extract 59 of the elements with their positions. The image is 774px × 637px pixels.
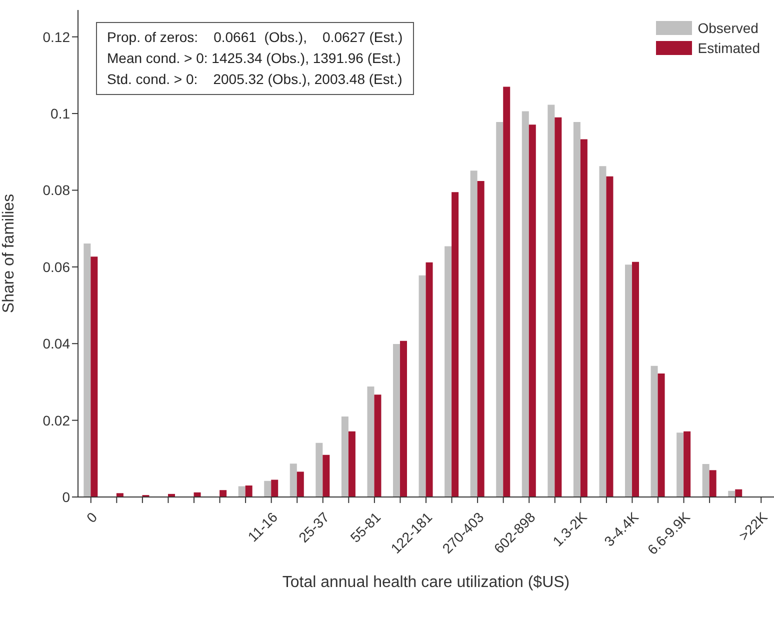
bar [470, 170, 478, 497]
bar [444, 246, 452, 497]
bar [348, 431, 356, 497]
legend-label: Observed [698, 20, 758, 36]
bar [238, 486, 246, 497]
bar [548, 104, 555, 497]
bar [290, 464, 297, 497]
bar [341, 416, 348, 497]
y-tick-label: 0.12 [42, 28, 70, 45]
y-tick-label: 0 [62, 488, 70, 505]
bar [322, 454, 330, 497]
bar [650, 366, 658, 497]
bar [393, 344, 400, 497]
y-tick-label: 0.06 [42, 258, 70, 275]
bar [522, 111, 529, 497]
bar [477, 181, 484, 497]
y-tick-label: 0.1 [50, 106, 70, 122]
bar [676, 432, 684, 497]
bar [625, 264, 632, 497]
bar [658, 374, 665, 497]
x-tick-label: 0 [83, 508, 100, 526]
bar [90, 256, 98, 497]
bar [709, 470, 716, 497]
bar [728, 490, 736, 497]
bar [452, 192, 459, 497]
bar [316, 442, 323, 497]
y-tick-label: 0.02 [42, 412, 70, 428]
bar [374, 394, 382, 497]
bar [599, 166, 606, 497]
bar [606, 176, 614, 497]
annotation: Prop. of zeros: 0.0661 (Obs.), 0.0627 (Est.) [107, 28, 403, 47]
bar [271, 480, 278, 497]
legend-label: Estimated [698, 40, 760, 56]
bar [220, 490, 227, 497]
y-tick-label: 0.08 [42, 182, 70, 198]
bar [367, 386, 374, 497]
bar [245, 485, 252, 497]
bar [684, 431, 691, 497]
bar [528, 124, 536, 497]
bar [418, 275, 426, 497]
bar [735, 489, 742, 497]
x-axis-title: Total annual health care utilization ($US) [282, 574, 570, 591]
annotation: Std. cond. > 0: 2005.32 (Obs.), 2003.48 (Est.) [107, 70, 403, 89]
annotation: Mean cond. > 0: 1425.34 (Obs.), 1391.96 (Est.) [107, 49, 402, 68]
bar [116, 493, 124, 497]
bar [400, 340, 408, 497]
bar [554, 117, 562, 497]
bar [632, 262, 640, 497]
bar [573, 122, 580, 497]
bar [84, 244, 91, 497]
bar [426, 262, 433, 497]
y-tick-label: 0.04 [42, 336, 70, 352]
bar [496, 122, 504, 497]
bar [580, 139, 588, 497]
bar [296, 472, 304, 497]
bar [503, 86, 510, 497]
y-axis-title: Share of families [0, 194, 18, 314]
bar [264, 480, 272, 497]
bar [702, 464, 710, 497]
